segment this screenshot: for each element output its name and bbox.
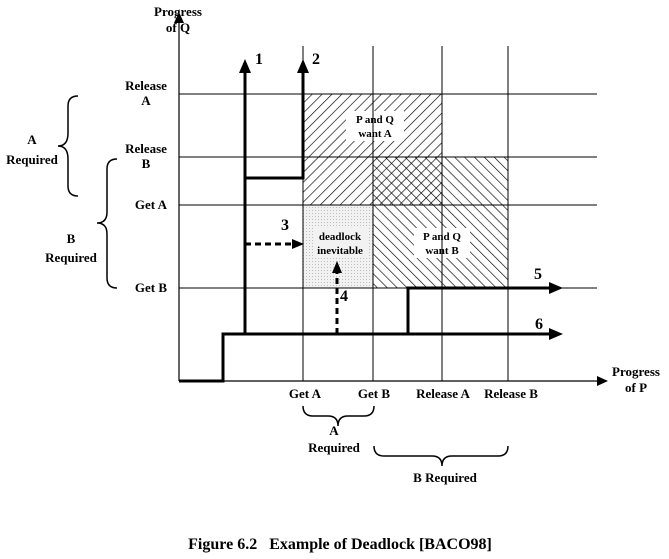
path-4-label: 4 xyxy=(340,288,348,305)
left-b-required-line2: Required xyxy=(45,250,98,265)
pq-want-a-label-bg xyxy=(346,111,404,141)
x-axis-arrowhead xyxy=(597,376,608,386)
pq-want-b-line2: want B xyxy=(425,245,459,257)
path-2-label: 2 xyxy=(312,51,320,68)
left-b-required-line1: B xyxy=(67,231,76,246)
path-4-arrowhead xyxy=(332,261,342,273)
bottom-b-required: B Required xyxy=(413,470,477,485)
left-a-required-line1: A xyxy=(27,132,37,147)
deadlock-line2: inevitable xyxy=(317,245,363,257)
bottom-brace-a xyxy=(302,405,375,427)
bottom-brace-b xyxy=(373,445,509,467)
deadlock-label-bg xyxy=(314,228,368,258)
x-tick-get-a: Get A xyxy=(289,386,322,401)
path-5-label: 5 xyxy=(534,266,542,283)
figure-caption: Figure 6.2 Example of Deadlock [BACO98] xyxy=(188,536,492,553)
bottom-a-required-line1: A xyxy=(329,423,339,438)
left-a-required-line2: Required xyxy=(6,152,59,167)
path-5-arrowhead xyxy=(549,282,563,294)
left-brace-b xyxy=(96,158,118,289)
region-pq-want-b xyxy=(373,157,508,288)
y-axis-title-line2: of Q xyxy=(166,20,190,35)
path-6 xyxy=(179,332,550,383)
path-1-label: 1 xyxy=(255,51,263,68)
path-2-arrowhead xyxy=(297,59,309,73)
path-2 xyxy=(245,72,305,180)
path-6-label: 6 xyxy=(535,316,543,333)
pq-want-a-line2: want A xyxy=(358,128,391,140)
pq-want-a-line1: P and Q xyxy=(356,114,394,126)
path-6-arrowhead xyxy=(549,328,563,340)
pq-want-b-line1: P and Q xyxy=(423,231,461,243)
path-3-label: 3 xyxy=(281,217,289,234)
left-brace-a xyxy=(57,95,79,197)
x-axis-title-line1: Progress xyxy=(612,364,660,379)
x-tick-release-a: Release A xyxy=(416,386,470,401)
y-tick-release-a-line2: A xyxy=(141,93,151,108)
x-tick-get-b: Get B xyxy=(358,386,390,401)
y-axis-arrowhead xyxy=(174,12,184,23)
path-1-arrowhead xyxy=(239,59,251,73)
x-axis-title-line2: of P xyxy=(625,380,647,395)
grid-lines xyxy=(179,46,597,381)
deadlock-line1: deadlock xyxy=(319,231,362,243)
x-tick-release-b: Release B xyxy=(484,386,538,401)
y-tick-get-a: Get A xyxy=(135,197,168,212)
y-tick-release-b-line2: B xyxy=(142,156,151,171)
axes xyxy=(178,20,600,382)
bottom-a-required-line2: Required xyxy=(308,440,361,455)
y-tick-release-b-line1: Release xyxy=(125,141,167,156)
y-axis-title-line1: Progress xyxy=(154,4,202,19)
path-5 xyxy=(406,286,550,334)
y-tick-get-b: Get B xyxy=(135,280,167,295)
path-3-arrowhead xyxy=(292,239,304,249)
y-tick-release-a-line1: Release xyxy=(125,78,167,93)
